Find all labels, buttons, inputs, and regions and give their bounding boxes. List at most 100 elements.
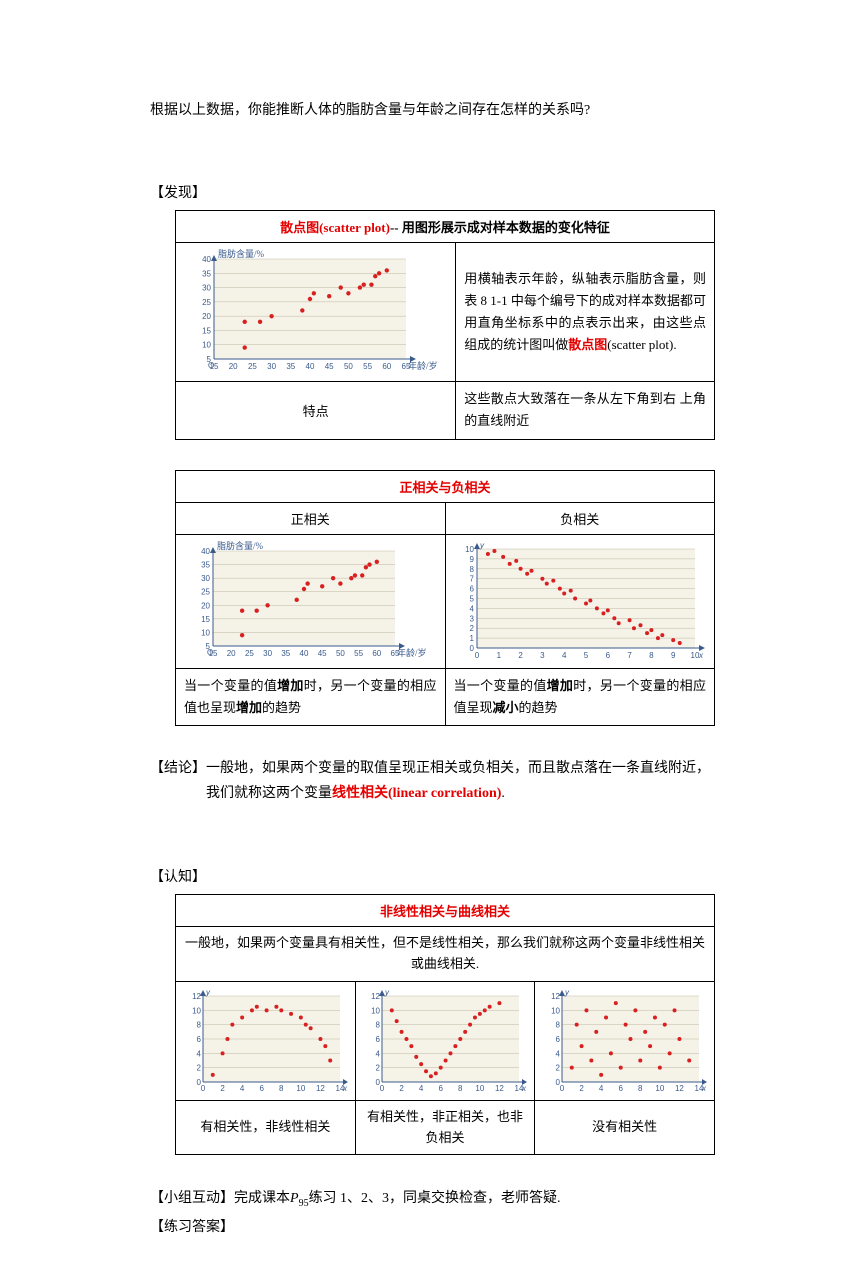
svg-text:40: 40 (202, 255, 211, 264)
svg-text:6: 6 (619, 1084, 624, 1093)
svg-text:1: 1 (496, 651, 501, 660)
svg-text:y: y (205, 988, 211, 997)
svg-text:10: 10 (476, 1084, 485, 1093)
svg-text:50: 50 (344, 362, 353, 371)
caption-2: 有相关性，非正相关，也非负相关 (355, 1100, 535, 1155)
group-activity: 【小组互动】完成课本P95练习 1、2、3，同桌交换检查，老师答疑. (150, 1185, 740, 1214)
feature-label: 特点 (176, 382, 456, 439)
svg-text:8: 8 (469, 564, 474, 573)
caption-1: 有相关性，非线性相关 (176, 1100, 356, 1155)
conclusion-label: 【结论】 (150, 761, 206, 776)
nonlinear-chart-2: 02468101202468101214yx (362, 986, 527, 1096)
d1p5: 的趋势 (262, 700, 301, 715)
svg-text:2: 2 (376, 1063, 381, 1072)
svg-text:脂肪含量/%: 脂肪含量/% (218, 248, 265, 259)
svg-text:O: O (208, 361, 214, 370)
d2p5: 的趋势 (519, 700, 558, 715)
svg-text:30: 30 (202, 284, 211, 293)
svg-text:年龄/岁: 年龄/岁 (408, 360, 438, 371)
svg-text:2: 2 (196, 1063, 201, 1072)
conclusion-red: 线性相关(linear correlation) (332, 786, 501, 801)
svg-text:x: x (701, 1084, 707, 1093)
svg-text:20: 20 (228, 362, 237, 371)
scatter-desc-2: (scatter plot). (607, 337, 676, 352)
svg-text:12: 12 (192, 992, 201, 1001)
svg-text:6: 6 (376, 1035, 381, 1044)
svg-text:5: 5 (584, 651, 589, 660)
svg-text:20: 20 (227, 649, 236, 658)
correlation-table: 正相关与负相关 正相关 负相关 510152025303540152025303… (175, 470, 715, 726)
pos-corr-chart: 5101520253035401520253035404550556065脂肪含… (185, 539, 435, 664)
svg-text:年龄/岁: 年龄/岁 (397, 647, 427, 658)
svg-text:6: 6 (259, 1084, 264, 1093)
svg-text:10: 10 (201, 628, 210, 637)
svg-text:O: O (207, 648, 213, 657)
d1p4: 增加 (236, 700, 262, 715)
group-label: 【小组互动】 (150, 1191, 234, 1206)
conclusion-p1: 一般地，如果两个变量的取值呈现正相关或负相关，而且散点落在一条直线附近， (206, 761, 710, 776)
svg-text:10: 10 (192, 1006, 201, 1015)
group-p2: 练习 1、2、3，同桌交换检查，老师答疑. (309, 1191, 561, 1206)
svg-text:4: 4 (240, 1084, 245, 1093)
svg-text:12: 12 (316, 1084, 325, 1093)
nonlinear-table: 非线性相关与曲线相关 一般地，如果两个变量具有相关性，但不是线性相关，那么我们就… (175, 894, 715, 1155)
svg-text:9: 9 (671, 651, 676, 660)
svg-text:8: 8 (196, 1020, 201, 1029)
svg-text:30: 30 (263, 649, 272, 658)
svg-text:6: 6 (469, 584, 474, 593)
svg-text:0: 0 (201, 1084, 206, 1093)
svg-text:20: 20 (202, 313, 211, 322)
svg-text:脂肪含量/%: 脂肪含量/% (217, 540, 264, 551)
svg-text:12: 12 (495, 1084, 504, 1093)
svg-text:12: 12 (372, 992, 381, 1001)
svg-text:35: 35 (282, 649, 291, 658)
cognition-label: 【认知】 (150, 866, 740, 886)
discovery-label: 【发现】 (150, 182, 740, 202)
d1p2: 增加 (277, 678, 304, 693)
svg-text:40: 40 (201, 547, 210, 556)
svg-text:3: 3 (540, 651, 545, 660)
caption-3: 没有相关性 (535, 1100, 715, 1155)
nonlinear-title: 非线性相关与曲线相关 (380, 904, 510, 919)
svg-text:15: 15 (201, 614, 210, 623)
svg-text:5: 5 (469, 594, 474, 603)
svg-text:2: 2 (518, 651, 523, 660)
svg-text:9: 9 (469, 554, 474, 563)
svg-text:6: 6 (605, 651, 610, 660)
svg-text:25: 25 (201, 587, 210, 596)
svg-text:12: 12 (551, 992, 560, 1001)
svg-text:2: 2 (580, 1084, 585, 1093)
svg-text:10: 10 (296, 1084, 305, 1093)
scatter-chart-1: 5101520253035401520253035404550556065脂肪含… (186, 247, 446, 377)
neg-corr-header: 负相关 (445, 502, 715, 534)
pos-corr-header: 正相关 (176, 502, 446, 534)
neg-corr-chart: 012345678910012345678910yx (455, 539, 705, 664)
svg-text:10: 10 (372, 1006, 381, 1015)
svg-text:35: 35 (286, 362, 295, 371)
scatter-title-rest: -- 用图形展示成对样本数据的变化特征 (390, 220, 610, 235)
svg-text:40: 40 (300, 649, 309, 658)
svg-text:4: 4 (376, 1049, 381, 1058)
svg-text:4: 4 (469, 604, 474, 613)
svg-text:8: 8 (376, 1020, 381, 1029)
svg-text:10: 10 (551, 1006, 560, 1015)
d2p2: 增加 (547, 678, 574, 693)
svg-text:y: y (479, 541, 485, 550)
corr-title: 正相关与负相关 (399, 480, 490, 495)
svg-text:35: 35 (201, 560, 210, 569)
svg-text:0: 0 (560, 1084, 565, 1093)
feature-text: 这些散点大致落在一条从左下角到右 上角的直线附近 (456, 382, 715, 439)
svg-text:30: 30 (267, 362, 276, 371)
svg-text:15: 15 (202, 327, 211, 336)
svg-text:0: 0 (475, 651, 480, 660)
conclusion-p2a: 我们就称这两个变量 (206, 786, 332, 801)
nonlinear-subtitle: 一般地，如果两个变量具有相关性，但不是线性相关，那么我们就称这两个变量非线性相关… (176, 927, 715, 982)
svg-text:45: 45 (324, 362, 333, 371)
scatter-desc-red: 散点图 (568, 337, 607, 352)
svg-text:4: 4 (196, 1049, 201, 1058)
svg-text:25: 25 (202, 298, 211, 307)
svg-text:45: 45 (318, 649, 327, 658)
d1p1: 当一个变量的值 (184, 678, 277, 693)
svg-text:1: 1 (469, 634, 474, 643)
svg-text:0: 0 (380, 1084, 385, 1093)
